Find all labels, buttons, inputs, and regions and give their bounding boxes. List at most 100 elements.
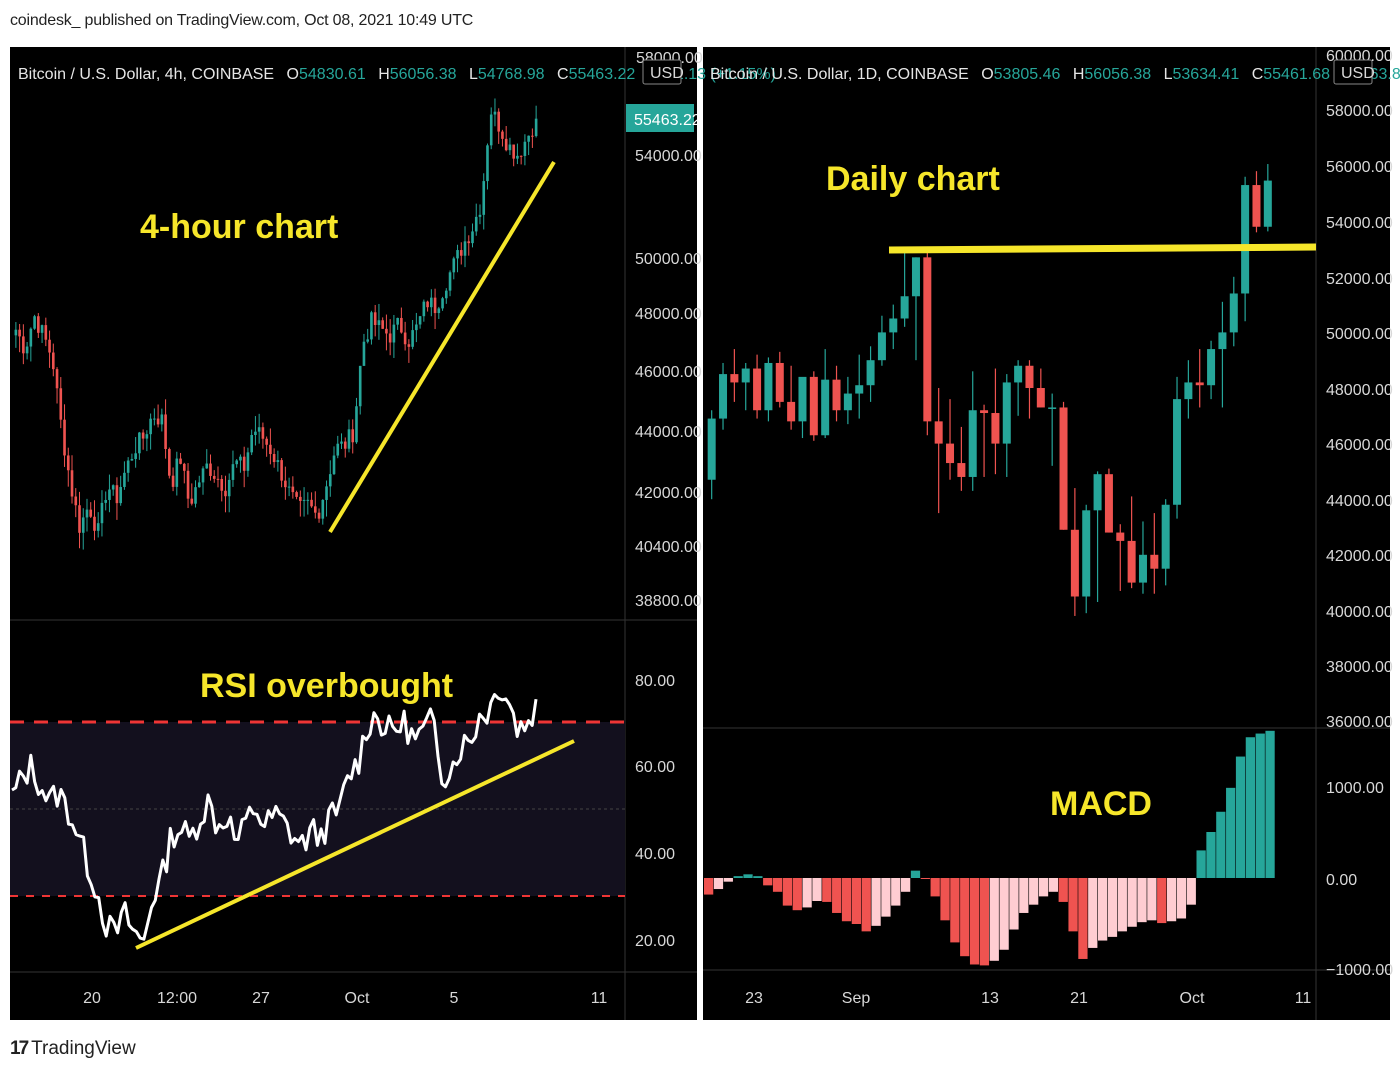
left-candle-body (430, 297, 433, 308)
left-candle-body (239, 456, 242, 461)
right-candle-body (934, 421, 943, 444)
macd-bar (1127, 878, 1137, 927)
right-candle-body (1025, 365, 1034, 388)
left-candle-body (531, 135, 534, 137)
macd-bar (920, 878, 930, 879)
rsi-tick-3: 20.00 (635, 933, 675, 950)
left-candle-body (355, 406, 358, 443)
macd-bar (1226, 787, 1236, 878)
left-candle-body (523, 141, 527, 156)
macd-bar (891, 878, 901, 906)
left-candle-body (205, 463, 209, 469)
left-candle-body (130, 458, 134, 461)
left-candle-body (168, 449, 171, 476)
left-candle-body (284, 480, 287, 488)
macd-bar (743, 874, 753, 878)
left-candle-body (474, 216, 478, 232)
right-candle-body (1104, 474, 1113, 533)
right-candle-body (1048, 407, 1057, 409)
left-candle-body (224, 490, 227, 497)
macd-ticks: 1000.00 0.00 (1326, 780, 1384, 889)
macd-bar (1196, 850, 1206, 878)
left-candle-body (25, 346, 29, 354)
left-candle-body (358, 365, 362, 407)
left-candle-body (22, 336, 25, 354)
macd-bar (979, 878, 990, 966)
right-candle-body (821, 379, 830, 436)
right-candle-body (1241, 185, 1250, 294)
left-currency: USD (650, 65, 684, 82)
left-candle-body (471, 231, 474, 244)
left-candle-body (93, 516, 96, 531)
right-candle-body (843, 393, 852, 411)
left-candle-body (332, 455, 336, 475)
macd-bar (1117, 878, 1127, 932)
macd-tick-1: 0.00 (1326, 872, 1357, 889)
left-candle-body (362, 341, 366, 366)
right-x-tick-0: 23 (745, 990, 763, 1007)
right-candle-body (877, 332, 886, 361)
right-candle-body (900, 296, 909, 319)
macd-bar (910, 870, 921, 878)
macd-bar (1206, 832, 1216, 878)
left-candle-body (504, 138, 508, 151)
left-candle-body (48, 339, 51, 353)
published-line: coindesk_ published on TradingView.com, … (10, 12, 474, 29)
right-candle-body (911, 257, 920, 297)
right-price-tick-3: 52000.00 (1326, 271, 1393, 288)
left-candle-body (456, 250, 459, 259)
macd-histogram (704, 730, 1275, 966)
macd-bar (723, 878, 733, 882)
left-candle-body (527, 135, 530, 142)
macd-bar (1088, 878, 1098, 948)
last-price-label: 55463.22 (634, 112, 701, 129)
macd-bar (1068, 878, 1078, 932)
right-panel (703, 47, 1390, 1020)
left-candle-body (415, 324, 418, 331)
right-candle-body (1252, 185, 1261, 227)
left-candle-body (134, 453, 137, 459)
left-candle-body (444, 290, 448, 299)
left-candle-body (351, 429, 355, 443)
macd-bar (1009, 878, 1019, 930)
right-candle-body (1070, 529, 1079, 597)
left-price-tick-5: 42000.00 (635, 485, 702, 502)
macd-bar (1176, 878, 1187, 919)
left-candle-body (70, 470, 74, 497)
tradingview-logo-icon: 17 (10, 1038, 29, 1059)
left-candle-body (138, 432, 141, 454)
macd-bar (1186, 878, 1196, 905)
right-price-tick-7: 44000.00 (1326, 493, 1393, 510)
left-candle-body (246, 452, 250, 471)
left-candle-body (302, 499, 306, 501)
left-candle-body (400, 317, 403, 333)
left-candle-body (463, 241, 467, 256)
macd-bar (822, 878, 832, 902)
left-candle-body (115, 485, 119, 504)
right-candle-body (968, 410, 977, 477)
right-candle-body (855, 385, 864, 394)
left-candle-body (310, 499, 313, 507)
macd-bar (1157, 878, 1167, 924)
left-candle-body (272, 454, 276, 463)
left-candle-body (497, 111, 501, 132)
left-candle-body (437, 308, 441, 314)
left-x-tick-0: 20 (83, 990, 101, 1007)
left-candle-body (366, 339, 370, 342)
macd-bar (940, 878, 950, 921)
left-candle-body (534, 118, 538, 137)
left-candle-body (343, 441, 347, 449)
left-candle-body (74, 496, 78, 506)
right-candle-body (787, 401, 796, 422)
macd-bar (960, 878, 970, 957)
left-candle-body (422, 301, 426, 317)
right-candle-body (741, 368, 750, 383)
right-currency-box (1333, 59, 1373, 85)
macd-bar (704, 878, 714, 895)
right-candle-body (1138, 554, 1147, 583)
left-candle-body (489, 114, 493, 146)
annotation-daily: Daily chart (826, 160, 1000, 198)
left-candle-body (81, 517, 85, 533)
right-candle-body (1207, 349, 1216, 386)
